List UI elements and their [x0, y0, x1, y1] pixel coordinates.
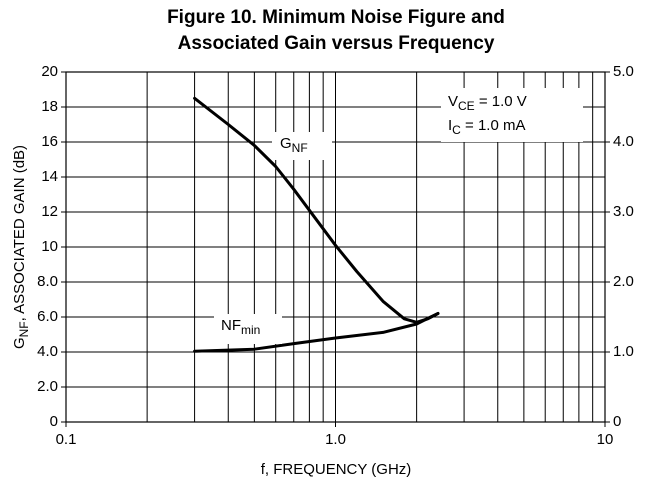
y-tick-label: 18: [41, 98, 58, 115]
y-axis-label-sub: NF: [17, 321, 31, 337]
y-tick-label: 14: [41, 168, 58, 185]
y-axis-label-rest: , ASSOCIATED GAIN (dB): [11, 145, 28, 321]
x-axis-label: f, FREQUENCY (GHz): [261, 461, 412, 478]
series-label-main: NF: [221, 317, 241, 334]
y2-tick-label: 5.0: [613, 63, 634, 80]
annotation-sub: CE: [458, 99, 475, 113]
y-tick-label: 8.0: [37, 273, 58, 290]
y-tick-label: 0: [50, 413, 58, 430]
label-bg: [272, 132, 332, 160]
y-tick-label: 16: [41, 133, 58, 150]
annotation: IC = 1.0 mA: [448, 117, 525, 137]
annotation: VCE = 1.0 V: [448, 93, 527, 113]
y2-tick-label: 4.0: [613, 133, 634, 150]
y2-tick-label: 2.0: [613, 273, 634, 290]
y-tick-label: 10: [41, 238, 58, 255]
y-tick-label: 2.0: [37, 378, 58, 395]
label-bg: [214, 314, 282, 344]
y-tick-label: 4.0: [37, 343, 58, 360]
series-label: NFmin: [221, 317, 260, 337]
y-tick-label: 12: [41, 203, 58, 220]
chart-title: Associated Gain versus Frequency: [178, 33, 495, 54]
annotation-main: I: [448, 117, 452, 134]
x-tick-label: 0.1: [56, 431, 77, 448]
y2-tick-label: 3.0: [613, 203, 634, 220]
annotation-rest: = 1.0 V: [475, 93, 527, 110]
series-label: GNF: [280, 135, 308, 155]
y2-tick-label: 0: [613, 413, 621, 430]
annotation-bg: [441, 88, 583, 142]
annotation-rest: = 1.0 mA: [461, 117, 526, 134]
series-label-sub: NF: [292, 141, 308, 155]
series-label-sub: min: [241, 323, 260, 337]
plot-frame: [65, 71, 606, 423]
x-tick-label: 1.0: [325, 431, 346, 448]
y2-tick-label: 1.0: [613, 343, 634, 360]
chart-title: Figure 10. Minimum Noise Figure and: [167, 7, 505, 28]
series-line: [193, 312, 440, 353]
series-line: [193, 96, 440, 324]
annotation-main: V: [448, 93, 458, 110]
y-axis-label-main: G: [11, 337, 28, 349]
y-axis-label: GNF, ASSOCIATED GAIN (dB): [11, 145, 31, 349]
annotation-sub: C: [452, 123, 461, 137]
x-tick-label: 10: [597, 431, 614, 448]
y-tick-label: 20: [41, 63, 58, 80]
y-tick-label: 6.0: [37, 308, 58, 325]
series-label-main: G: [280, 135, 292, 152]
